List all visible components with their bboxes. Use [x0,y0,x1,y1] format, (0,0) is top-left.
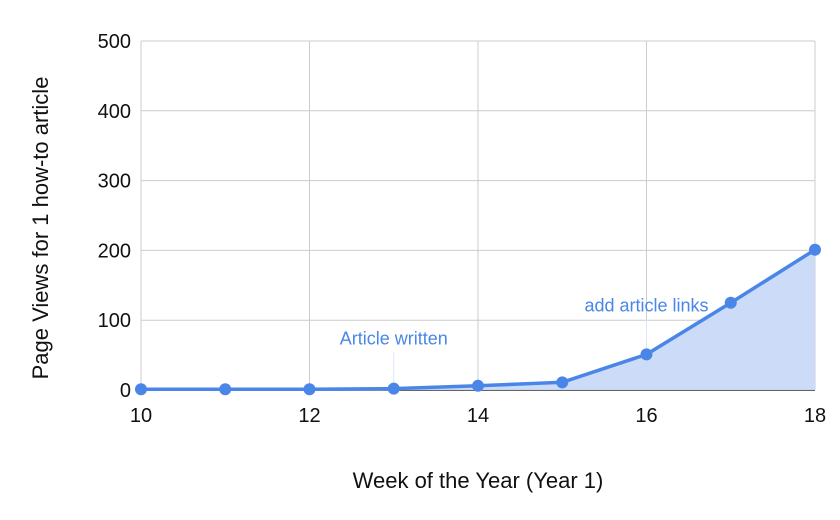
x-tick-label: 16 [635,405,657,427]
points-layer [135,243,821,396]
data-point [135,383,147,396]
y-tick-label: 300 [98,171,131,193]
data-point [724,296,737,309]
tick-labels: 0 100 200 300 400 500 10 12 14 16 18 [98,31,827,427]
y-tick-label: 0 [120,380,131,402]
data-point [387,382,400,395]
data-point [303,383,316,396]
x-tick-label: 10 [130,405,152,427]
annotations: Article written add article links [340,295,709,383]
y-tick-label: 500 [98,31,131,53]
y-tick-label: 200 [98,240,131,262]
x-tick-label: 18 [804,405,826,427]
y-axis-title: Page Views for 1 how-to article [28,77,53,380]
x-axis-title: Week of the Year (Year 1) [353,468,604,493]
annotation-label: add article links [584,295,708,315]
annotation-label: Article written [340,329,448,349]
data-point [640,348,653,361]
data-point [556,376,569,389]
x-tick-label: 14 [467,405,489,427]
y-tick-label: 100 [98,310,131,332]
y-tick-label: 400 [98,101,131,123]
data-point [219,383,232,396]
data-point [472,379,484,392]
data-point [809,243,821,256]
x-tick-label: 12 [298,405,320,427]
